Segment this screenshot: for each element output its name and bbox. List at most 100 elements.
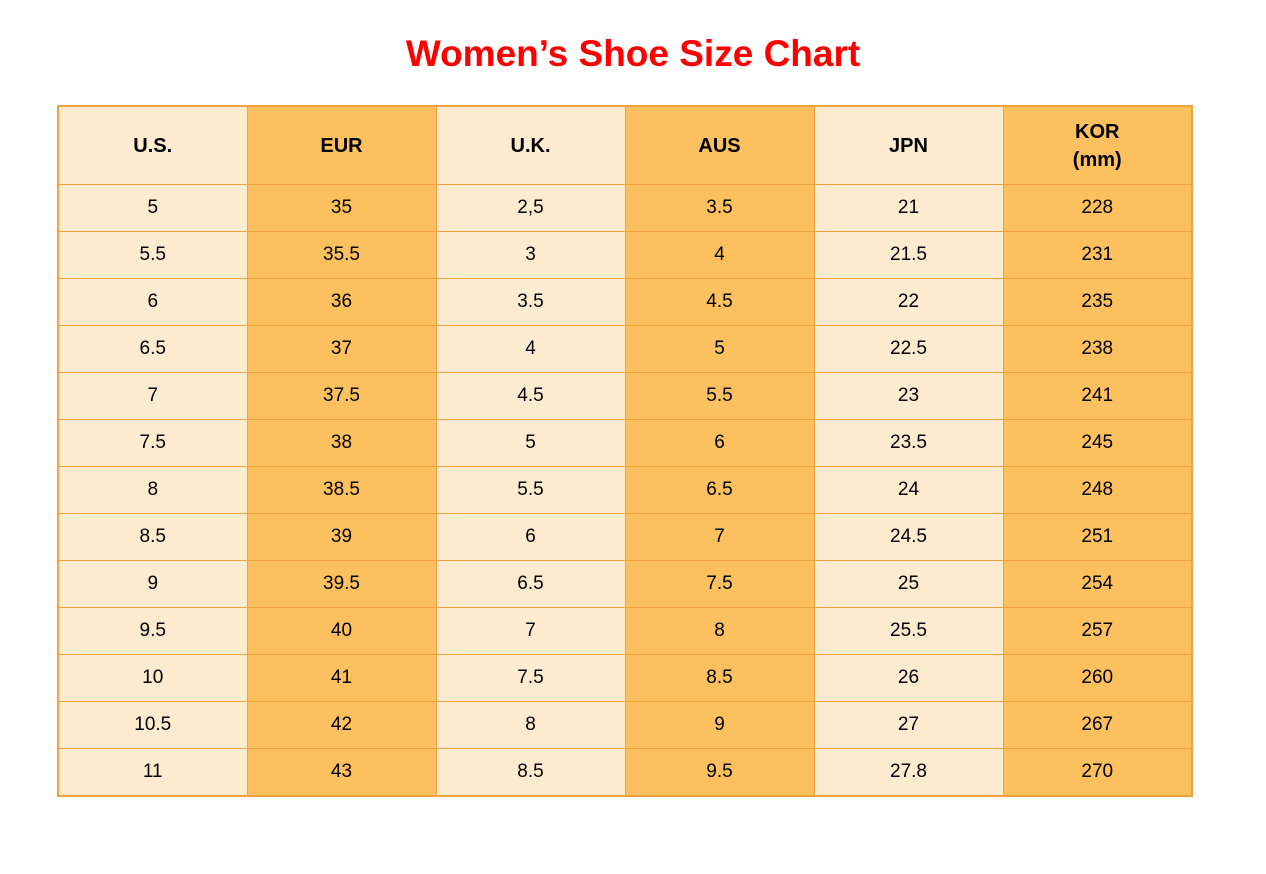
shoe-size-table: U.S. EUR U.K. AUS JPN KOR (mm) 5 35 2,5 3.5 21 228 5… — [57, 105, 1193, 797]
size-cell-uk: 8.5 — [435, 748, 626, 797]
size-cell-kor: 238 — [1002, 325, 1193, 373]
size-cell-aus: 5 — [624, 325, 815, 373]
size-cell-uk: 6.5 — [435, 560, 626, 608]
size-cell-aus: 9 — [624, 701, 815, 749]
size-cell-eur: 35.5 — [246, 231, 437, 279]
size-cell-eur: 38.5 — [246, 466, 437, 514]
table-row: 10.5 42 8 9 27 267 — [57, 701, 1193, 749]
size-cell-us: 10 — [57, 654, 248, 702]
size-cell-eur: 39 — [246, 513, 437, 561]
size-cell-eur: 37.5 — [246, 372, 437, 420]
size-cell-eur: 41 — [246, 654, 437, 702]
table-row: 10 41 7.5 8.5 26 260 — [57, 654, 1193, 702]
page-title: Women’s Shoe Size Chart — [405, 33, 861, 74]
table-row: 6.5 37 4 5 22.5 238 — [57, 325, 1193, 373]
size-cell-kor: 235 — [1002, 278, 1193, 326]
size-cell-us: 10.5 — [57, 701, 248, 749]
size-cell-uk: 8 — [435, 701, 626, 749]
size-cell-aus: 4 — [624, 231, 815, 279]
size-cell-eur: 39.5 — [246, 560, 437, 608]
size-cell-uk: 6 — [435, 513, 626, 561]
header-row: U.S. EUR U.K. AUS JPN KOR (mm) — [57, 105, 1193, 185]
size-cell-kor: 251 — [1002, 513, 1193, 561]
size-cell-aus: 7.5 — [624, 560, 815, 608]
size-cell-uk: 4.5 — [435, 372, 626, 420]
size-cell-us: 8 — [57, 466, 248, 514]
size-cell-uk: 3.5 — [435, 278, 626, 326]
column-header-label: U.K. — [510, 134, 551, 157]
size-cell-eur: 35 — [246, 184, 437, 232]
size-cell-jpn: 25 — [813, 560, 1004, 608]
size-cell-uk: 2,5 — [435, 184, 626, 232]
size-cell-aus: 7 — [624, 513, 815, 561]
column-header-aus: AUS — [624, 105, 815, 185]
size-cell-kor: 270 — [1002, 748, 1193, 797]
size-cell-us: 7 — [57, 372, 248, 420]
size-cell-jpn: 27 — [813, 701, 1004, 749]
size-cell-us: 7.5 — [57, 419, 248, 467]
size-cell-jpn: 22 — [813, 278, 1004, 326]
size-cell-jpn: 21 — [813, 184, 1004, 232]
table-body: 5 35 2,5 3.5 21 228 5.5 35.5 3 4 21.5 231 6 36 3.5 4.5 2… — [57, 184, 1193, 797]
size-cell-uk: 4 — [435, 325, 626, 373]
size-cell-kor: 228 — [1002, 184, 1193, 232]
size-cell-jpn: 26 — [813, 654, 1004, 702]
size-cell-aus: 4.5 — [624, 278, 815, 326]
size-cell-uk: 5.5 — [435, 466, 626, 514]
table-row: 8.5 39 6 7 24.5 251 — [57, 513, 1193, 561]
column-header-label: EUR — [320, 134, 363, 157]
table-row: 8 38.5 5.5 6.5 24 248 — [57, 466, 1193, 514]
table-row: 9.5 40 7 8 25.5 257 — [57, 607, 1193, 655]
size-cell-us: 6.5 — [57, 325, 248, 373]
table-row: 11 43 8.5 9.5 27.8 270 — [57, 748, 1193, 797]
size-cell-eur: 38 — [246, 419, 437, 467]
size-cell-kor: 260 — [1002, 654, 1193, 702]
size-cell-jpn: 25.5 — [813, 607, 1004, 655]
size-cell-us: 6 — [57, 278, 248, 326]
size-cell-us: 5.5 — [57, 231, 248, 279]
column-header-uk: U.K. — [435, 105, 626, 185]
size-cell-kor: 245 — [1002, 419, 1193, 467]
size-cell-aus: 5.5 — [624, 372, 815, 420]
size-cell-aus: 3.5 — [624, 184, 815, 232]
table-row: 7 37.5 4.5 5.5 23 241 — [57, 372, 1193, 420]
column-header-kor: KOR (mm) — [1002, 105, 1193, 185]
size-cell-us: 9.5 — [57, 607, 248, 655]
size-cell-us: 8.5 — [57, 513, 248, 561]
column-header-label: AUS — [698, 134, 741, 157]
size-cell-jpn: 24.5 — [813, 513, 1004, 561]
size-cell-aus: 9.5 — [624, 748, 815, 797]
table-row: 7.5 38 5 6 23.5 245 — [57, 419, 1193, 467]
size-cell-aus: 6.5 — [624, 466, 815, 514]
size-cell-kor: 248 — [1002, 466, 1193, 514]
size-cell-aus: 8 — [624, 607, 815, 655]
size-cell-aus: 8.5 — [624, 654, 815, 702]
size-cell-aus: 6 — [624, 419, 815, 467]
size-cell-us: 9 — [57, 560, 248, 608]
size-cell-uk: 7 — [435, 607, 626, 655]
size-cell-eur: 43 — [246, 748, 437, 797]
size-cell-jpn: 27.8 — [813, 748, 1004, 797]
column-header-eur: EUR — [246, 105, 437, 185]
size-cell-uk: 3 — [435, 231, 626, 279]
column-header-label: U.S. — [133, 134, 173, 157]
page: Women’s Shoe Size Chart U.S. EUR U.K. AUS JP… — [0, 33, 1266, 797]
size-cell-uk: 7.5 — [435, 654, 626, 702]
column-header-label: JPN — [889, 134, 928, 157]
size-cell-kor: 231 — [1002, 231, 1193, 279]
size-cell-us: 11 — [57, 748, 248, 797]
size-cell-jpn: 22.5 — [813, 325, 1004, 373]
size-cell-kor: 241 — [1002, 372, 1193, 420]
size-cell-eur: 36 — [246, 278, 437, 326]
column-header-sublabel: (mm) — [1072, 148, 1122, 171]
size-cell-jpn: 23.5 — [813, 419, 1004, 467]
table-row: 5.5 35.5 3 4 21.5 231 — [57, 231, 1193, 279]
table-header: U.S. EUR U.K. AUS JPN KOR (mm) — [57, 105, 1193, 185]
size-cell-jpn: 21.5 — [813, 231, 1004, 279]
column-header-label: KOR — [1075, 120, 1120, 143]
size-cell-eur: 42 — [246, 701, 437, 749]
size-cell-jpn: 23 — [813, 372, 1004, 420]
table-row: 5 35 2,5 3.5 21 228 — [57, 184, 1193, 232]
size-cell-jpn: 24 — [813, 466, 1004, 514]
column-header-us: U.S. — [57, 105, 248, 185]
